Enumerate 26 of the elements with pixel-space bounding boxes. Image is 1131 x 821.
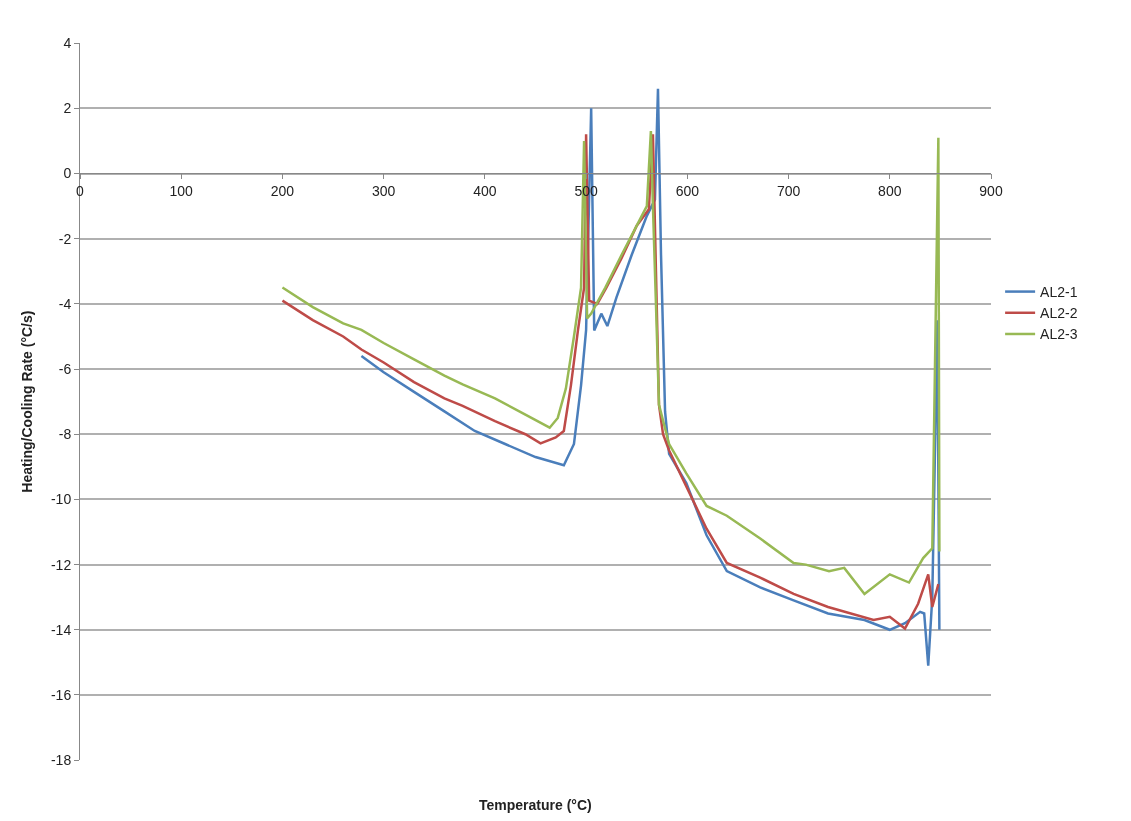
y-tick-label: -14 [50,621,72,638]
y-axis-title: Heating/Cooling Rate (°C/s) [18,310,35,493]
y-tick-label: -4 [58,295,72,312]
y-tick-label: -12 [50,556,72,573]
x-tick-label: 100 [169,183,194,200]
x-tick-label: 200 [270,183,295,200]
x-tick-label: 800 [878,183,902,200]
x-tick-label: 0 [76,183,85,200]
y-tick-label: -2 [58,230,72,247]
x-tick-label: 700 [776,183,801,200]
y-tick-label: 4 [63,35,72,52]
x-tick-label: 900 [979,183,1003,200]
y-tick-label: -10 [50,491,72,508]
x-tick-label: 600 [675,183,700,200]
y-tick-label: 2 [63,100,72,117]
x-tick-label: 300 [371,183,396,200]
x-axis-title: Temperature (°C) [479,797,592,813]
legend-label: AL2-1 [1040,284,1078,301]
legend-label: AL2-3 [1040,326,1078,343]
x-tick-label: 400 [473,183,497,200]
y-tick-label: 0 [63,165,72,182]
y-tick-label: -16 [50,686,72,703]
y-tick-label: -8 [58,426,72,443]
y-tick-label: -18 [50,752,72,769]
y-tick-label: -6 [58,360,72,377]
legend-label: AL2-2 [1040,305,1078,322]
